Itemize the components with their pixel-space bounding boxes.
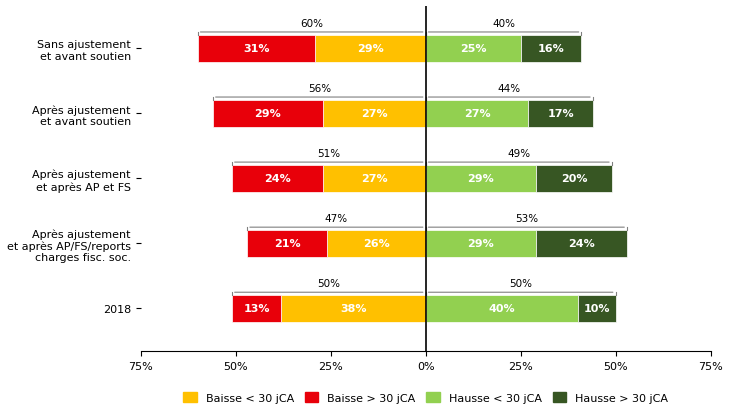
Text: 16%: 16%: [538, 44, 564, 54]
Text: 44%: 44%: [498, 84, 520, 94]
Text: 31%: 31%: [243, 44, 270, 54]
Text: 21%: 21%: [274, 239, 300, 249]
Bar: [247, 230, 327, 257]
Text: 40%: 40%: [488, 304, 515, 314]
Text: 27%: 27%: [361, 109, 388, 119]
Bar: [323, 100, 426, 128]
Text: 50%: 50%: [510, 279, 532, 289]
Bar: [315, 36, 426, 63]
Text: 60%: 60%: [300, 19, 323, 29]
Text: 25%: 25%: [460, 44, 486, 54]
Legend: Baisse < 30 jCA, Baisse > 30 jCA, Hausse < 30 jCA, Hausse > 30 jCA: Baisse < 30 jCA, Baisse > 30 jCA, Hausse…: [179, 388, 672, 407]
Text: 40%: 40%: [492, 19, 515, 29]
Text: 27%: 27%: [361, 174, 388, 184]
Text: 24%: 24%: [568, 239, 595, 249]
Text: 10%: 10%: [583, 304, 610, 314]
Text: 29%: 29%: [255, 109, 281, 119]
Bar: [520, 36, 582, 63]
Bar: [198, 36, 315, 63]
Bar: [529, 100, 593, 128]
Bar: [536, 165, 612, 193]
Text: 56%: 56%: [308, 84, 331, 94]
Bar: [232, 165, 323, 193]
Text: 49%: 49%: [507, 149, 530, 159]
Bar: [213, 100, 323, 128]
Bar: [281, 295, 426, 322]
Bar: [577, 295, 615, 322]
Bar: [426, 230, 536, 257]
Text: 13%: 13%: [243, 304, 270, 314]
Text: 53%: 53%: [515, 214, 538, 224]
Text: 29%: 29%: [357, 44, 384, 54]
Text: 26%: 26%: [363, 239, 390, 249]
Text: 27%: 27%: [464, 109, 491, 119]
Text: 50%: 50%: [318, 279, 340, 289]
Text: 47%: 47%: [325, 214, 348, 224]
Bar: [536, 230, 627, 257]
Text: 29%: 29%: [467, 239, 494, 249]
Bar: [426, 165, 536, 193]
Text: 29%: 29%: [467, 174, 494, 184]
Text: 20%: 20%: [561, 174, 587, 184]
Bar: [327, 230, 426, 257]
Text: 17%: 17%: [548, 109, 574, 119]
Bar: [323, 165, 426, 193]
Bar: [426, 100, 529, 128]
Text: 51%: 51%: [318, 149, 340, 159]
Text: 24%: 24%: [264, 174, 291, 184]
Bar: [426, 36, 520, 63]
Bar: [232, 295, 281, 322]
Bar: [426, 295, 577, 322]
Text: 38%: 38%: [340, 304, 366, 314]
